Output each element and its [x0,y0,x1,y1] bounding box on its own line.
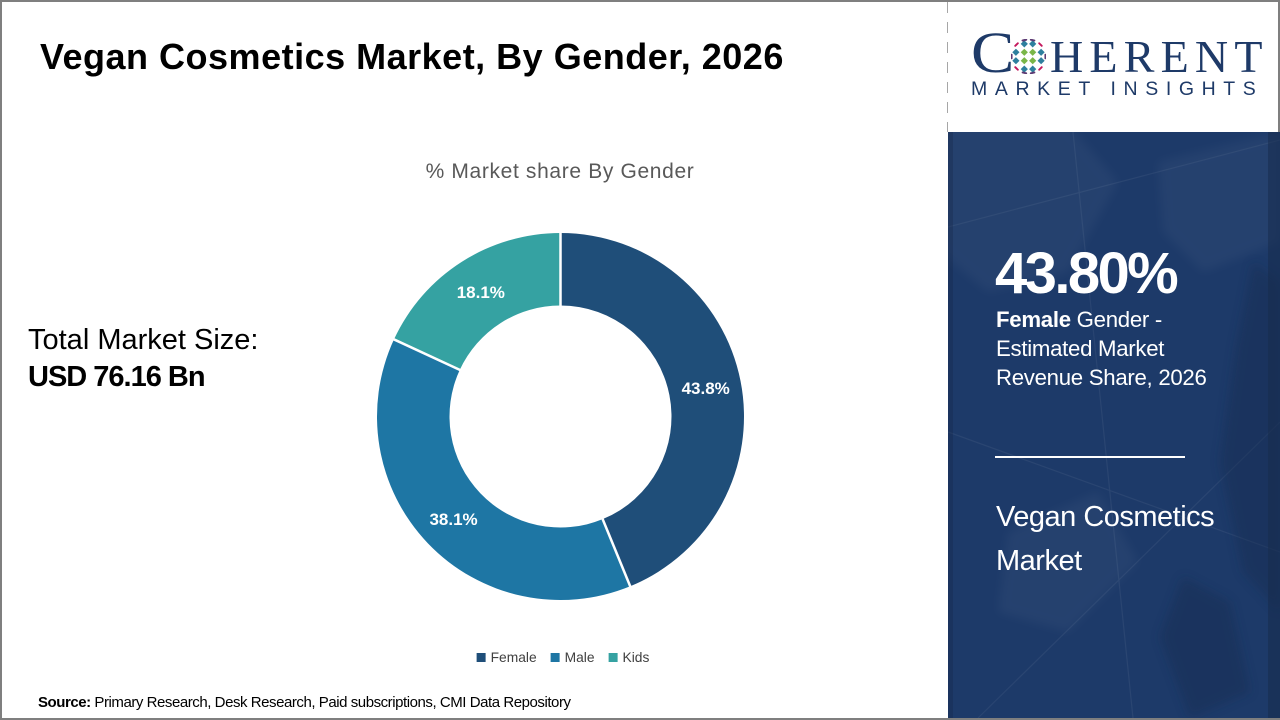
svg-text:38.1%: 38.1% [429,510,477,529]
svg-text:18.1%: 18.1% [457,283,505,302]
svg-text:43.8%: 43.8% [682,379,730,398]
